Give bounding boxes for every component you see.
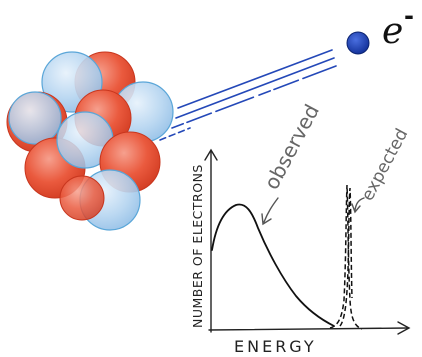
expected-label: expected bbox=[358, 125, 413, 204]
y-axis-label: NUMBER OF ELECTRONS bbox=[190, 164, 205, 328]
electron: e - bbox=[347, 2, 414, 54]
electron-ball bbox=[347, 32, 369, 54]
electron-symbol: e bbox=[382, 11, 403, 52]
electron-charge: - bbox=[404, 2, 414, 30]
x-axis-label: ENERGY bbox=[234, 337, 317, 356]
x-axis bbox=[209, 328, 408, 330]
proton bbox=[60, 176, 104, 220]
observed-label: observed bbox=[259, 100, 324, 193]
nucleus bbox=[7, 52, 173, 230]
expected-spectrum bbox=[330, 185, 362, 329]
expected-arrow bbox=[355, 198, 364, 210]
observed-spectrum bbox=[212, 204, 334, 326]
neutron bbox=[9, 92, 61, 144]
